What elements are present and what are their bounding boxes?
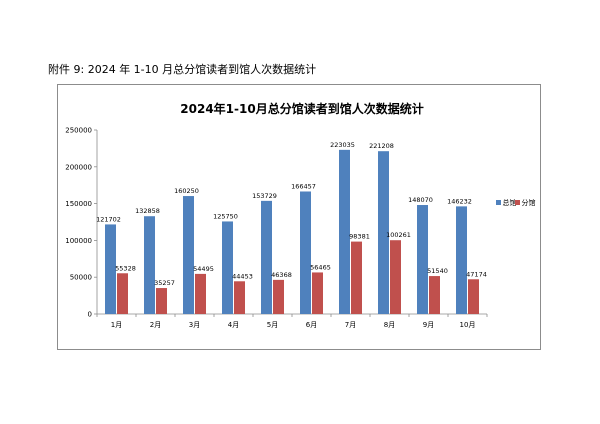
data-label-zongguan: 223035 <box>330 141 355 149</box>
bar-zongguan <box>261 200 272 314</box>
data-label-zongguan: 221208 <box>369 142 394 150</box>
bar-zongguan <box>456 206 467 314</box>
bar-fenguan <box>195 273 206 314</box>
bar-fenguan <box>117 273 128 314</box>
data-label-fenguan: 35257 <box>154 279 175 287</box>
x-tick-label: 2月 <box>150 321 161 329</box>
data-label-zongguan: 148070 <box>408 196 433 204</box>
data-label-fenguan: 46368 <box>271 271 292 279</box>
data-label-fenguan: 47174 <box>466 270 487 278</box>
y-tick-label: 50000 <box>70 274 92 282</box>
document-caption: 附件 9: 2024 年 1-10 月总分馆读者到馆人次数据统计 <box>48 63 317 76</box>
y-tick-label: 200000 <box>65 163 92 171</box>
bar-fenguan <box>273 279 284 314</box>
data-label-zongguan: 166457 <box>291 182 316 190</box>
x-tick-label: 9月 <box>423 321 434 329</box>
bar-fenguan <box>429 276 440 314</box>
data-label-zongguan: 146232 <box>447 197 472 205</box>
legend-label-zongguan: 总馆 <box>503 198 517 207</box>
data-label-zongguan: 125750 <box>213 212 238 220</box>
bar-fenguan <box>312 272 323 314</box>
data-label-fenguan: 98381 <box>349 233 370 241</box>
bar-zongguan <box>105 224 116 314</box>
bar-fenguan <box>390 240 401 314</box>
bar-fenguan <box>234 281 245 314</box>
data-label-zongguan: 121702 <box>96 215 121 223</box>
y-tick-label: 250000 <box>65 127 92 135</box>
data-label-zongguan: 153729 <box>252 192 277 200</box>
chart-axes: 0 50000 100000 150000 200000 250000 1月 2月 3月 4月 5月… <box>65 127 488 329</box>
chart-data-labels: 121702 55328 132858 35257 160250 54495 125750 4… <box>96 141 487 287</box>
bar-zongguan <box>417 205 428 314</box>
data-label-fenguan: 100261 <box>386 231 411 239</box>
x-tick-label: 4月 <box>228 321 239 329</box>
legend-swatch-zongguan <box>496 200 501 205</box>
data-label-fenguan: 44453 <box>232 272 253 280</box>
data-label-fenguan: 56465 <box>310 263 331 271</box>
x-tick-label: 8月 <box>384 321 395 329</box>
x-tick-label: 7月 <box>345 321 356 329</box>
y-tick-label: 100000 <box>65 237 92 245</box>
legend-swatch-fenguan <box>515 200 520 205</box>
bar-zongguan <box>144 216 155 314</box>
x-tick-label: 5月 <box>267 321 278 329</box>
data-label-fenguan: 51540 <box>427 267 448 275</box>
data-label-zongguan: 160250 <box>174 187 199 195</box>
data-label-zongguan: 132858 <box>135 207 160 215</box>
legend-label-fenguan: 分馆 <box>522 198 536 207</box>
x-tick-label: 1月 <box>111 321 122 329</box>
data-label-fenguan: 55328 <box>115 264 136 272</box>
bar-zongguan <box>300 191 311 314</box>
chart-bars <box>105 149 479 314</box>
y-tick-label: 150000 <box>65 200 92 208</box>
bar-fenguan <box>351 241 362 314</box>
chart-title: 2024年1-10月总分馆读者到馆人次数据统计 <box>180 101 423 116</box>
bar-zongguan <box>183 196 194 314</box>
x-tick-label: 10月 <box>460 321 476 329</box>
bar-fenguan <box>468 279 479 314</box>
x-tick-label: 3月 <box>189 321 200 329</box>
y-tick-label: 0 <box>88 311 92 319</box>
data-label-fenguan: 54495 <box>193 265 214 273</box>
x-tick-label: 6月 <box>306 321 317 329</box>
bar-zongguan <box>222 221 233 314</box>
chart-legend: 总馆 分馆 <box>496 198 536 207</box>
bar-zongguan <box>378 151 389 314</box>
bar-zongguan <box>339 149 350 314</box>
bar-fenguan <box>156 288 167 314</box>
